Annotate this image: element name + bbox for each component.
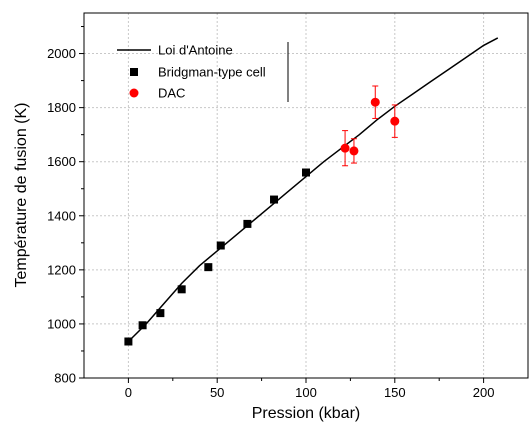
plot-frame [83,12,529,379]
y-tick-label: 1800 [47,100,76,115]
data-point-bridgman [177,285,186,294]
data-point-dac [370,97,380,107]
y-tick-label: 2000 [47,46,76,61]
legend: Loi d'Antoine Bridgman-type cell DAC [117,42,289,102]
data-point-bridgman [243,219,252,228]
data-point-dac [390,116,400,126]
data-point-bridgman [138,321,147,330]
y-tick-label: 800 [54,371,76,386]
plot-series [124,37,499,346]
x-tick-label: 0 [125,385,132,400]
data-point-bridgman [302,168,310,177]
y-axis-title: Température de fusion (K) [13,103,30,288]
legend-symbol-circle [129,88,139,98]
legend-symbol-square [130,68,138,76]
data-point-dac [340,143,350,153]
x-tick-label: 50 [210,385,224,400]
legend-label: Loi d'Antoine [158,43,233,58]
axis-ticks: 0 50 100 150 200 800 1000 1200 1400 1600 1800 2000 [47,26,495,400]
legend-label: DAC [158,86,185,101]
grid [84,13,528,379]
y-tick-label: 1400 [47,208,76,223]
x-tick-label: 200 [473,385,495,400]
legend-label: Bridgman-type cell [158,65,266,80]
y-tick-label: 1000 [47,316,76,331]
data-point-bridgman [204,263,213,272]
x-tick-label: 100 [295,385,317,400]
data-point-bridgman [156,309,165,318]
data-point-bridgman [124,337,133,346]
y-tick-label: 1200 [47,262,76,277]
data-point-bridgman [216,241,225,250]
x-axis-title: Pression (kbar) [252,405,360,422]
x-tick-label: 150 [384,385,406,400]
data-point-dac [349,146,359,156]
data-point-bridgman [270,195,279,204]
series-line-loi-antoine [127,37,499,343]
y-tick-label: 1600 [47,154,76,169]
